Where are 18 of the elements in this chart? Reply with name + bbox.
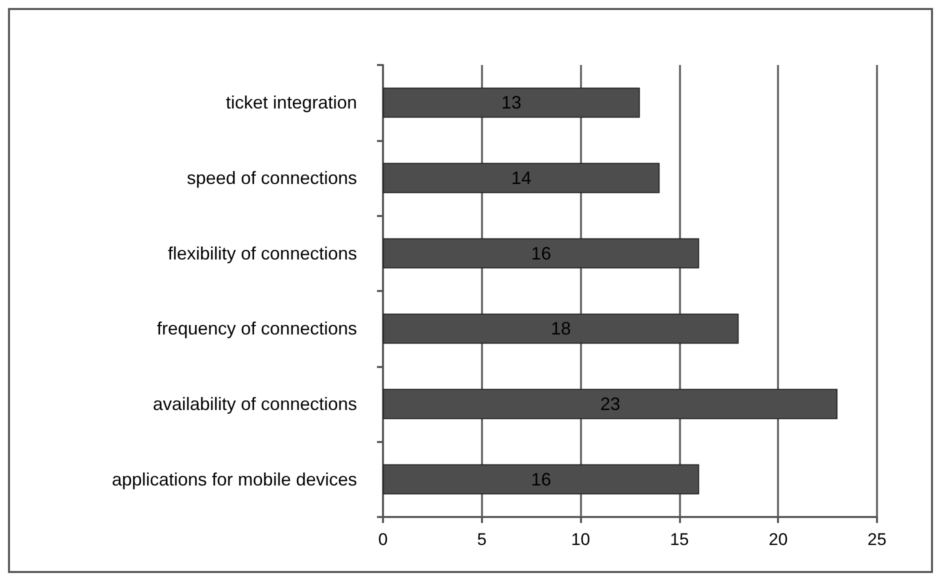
data-label: 16 [531, 469, 552, 490]
y-tick-label: applications for mobile devices [112, 469, 357, 490]
x-tick-label: 15 [670, 530, 689, 549]
data-label: 13 [501, 92, 522, 113]
y-tick-label: ticket integration [226, 92, 357, 113]
data-label: 14 [511, 168, 532, 188]
y-tick-label: frequency of connections [156, 318, 357, 339]
x-tick-label: 10 [571, 530, 590, 549]
x-tick-label: 20 [768, 530, 788, 549]
data-label: 16 [531, 243, 552, 264]
x-tick-label: 25 [868, 530, 886, 549]
y-tick-label: speed of connections [186, 168, 357, 188]
data-label: 23 [600, 394, 620, 414]
y-tick-label: availability of connections [152, 394, 357, 414]
y-tick-label: flexibility of connections [168, 243, 357, 264]
data-label: 18 [550, 318, 571, 339]
x-tick-label: 0 [378, 530, 388, 549]
x-tick-label: 5 [477, 530, 487, 549]
